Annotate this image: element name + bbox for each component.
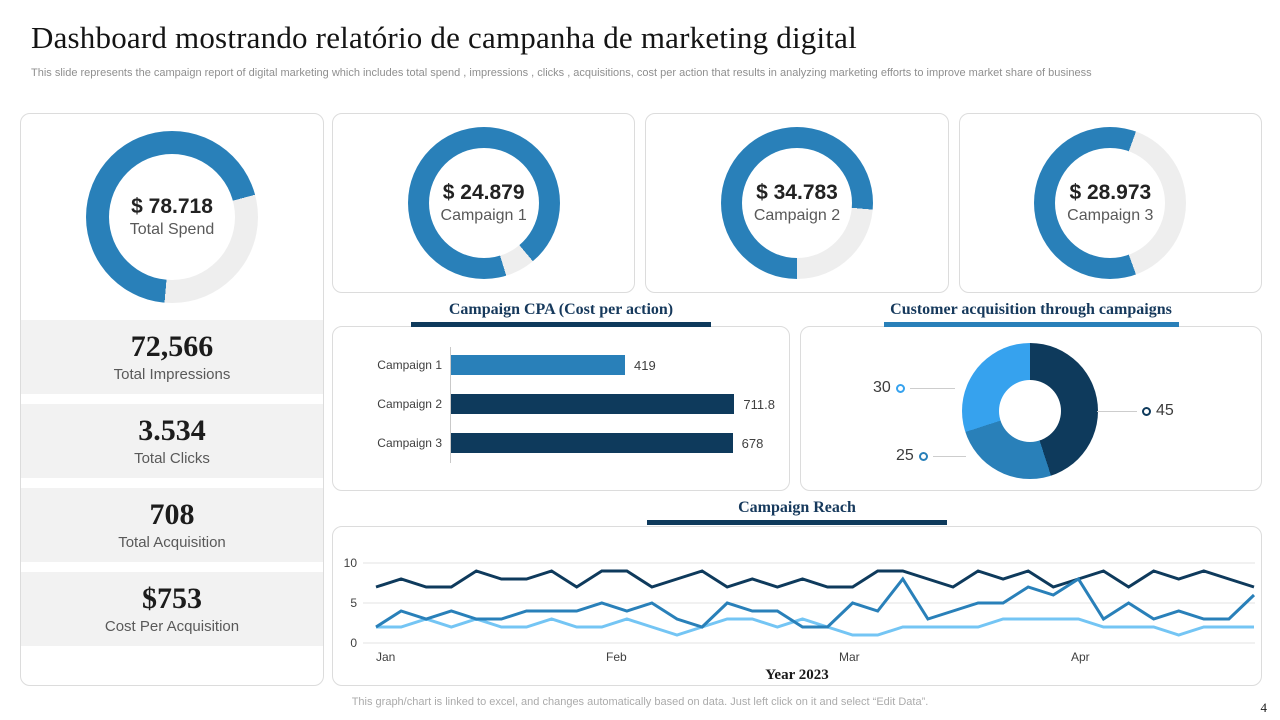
callout-ring-marker [1142,406,1151,416]
reach-series-line [375,576,1256,630]
stat-label: Total Clicks [134,449,210,467]
bar-campaign-3[interactable] [451,433,733,454]
callout-leader-line [1097,410,1137,412]
total-spend-value: $ 78.718 [131,195,213,218]
x-axis-tick: Apr [1071,650,1090,664]
footer-note: This graph/chart is linked to excel, and… [351,696,929,708]
campaign-3-label: Campaign 3 [1067,207,1154,225]
callout-leader-line [909,387,955,389]
callout-value: 25 [896,447,914,465]
page-subtitle: This slide represents the campaign repor… [31,67,1092,79]
cpa-bars: Campaign 1 419 Campaign 2 711.8 Campaign… [343,347,775,464]
cpa-chart-title: Campaign CPA (Cost per action) [448,301,674,319]
stat-value: 708 [149,498,195,532]
reach-title-underline [647,519,947,525]
cpa-bar-chart[interactable]: Campaign 1 419 Campaign 2 711.8 Campaign… [332,326,790,491]
campaign-1-donut-center: $ 24.879 Campaign 1 [428,148,539,259]
campaign-1-card[interactable]: $ 24.879 Campaign 1 [332,113,636,294]
summary-card[interactable]: $ 78.718 Total Spend 72,566 Total Impres… [20,113,324,686]
campaign-3-donut-center: $ 28.973 Campaign 3 [1055,148,1166,259]
stat-row-cpa: $753 Cost Per Acquisition [21,572,323,646]
campaign-2-donut[interactable]: $ 34.783 Campaign 2 [720,127,873,280]
bar-campaign-1[interactable] [451,355,626,376]
campaign-2-donut-center: $ 34.783 Campaign 2 [741,148,852,259]
total-spend-donut[interactable]: $ 78.718 Total Spend [86,131,258,303]
campaign-1-donut[interactable]: $ 24.879 Campaign 1 [407,127,560,280]
stat-row-acquisition: 708 Total Acquisition [21,488,323,562]
callout-ring-marker [918,451,928,461]
bar-category-label: Campaign 2 [377,397,442,412]
reach-section-title: Campaign Reach [332,499,1262,527]
total-spend-donut-center: $ 78.718 Total Spend [109,154,235,280]
total-spend-gauge-area: $ 78.718 Total Spend [21,114,323,320]
cpa-title-underline [411,322,711,328]
campaign-2-card[interactable]: $ 34.783 Campaign 2 [645,113,949,294]
reach-chart-title: Campaign Reach [738,498,856,516]
callout-value: 30 [873,379,891,397]
x-axis-title: Year 2023 [765,667,829,684]
y-axis-tick: 5 [350,596,357,610]
campaign-1-value: $ 24.879 [442,181,525,205]
campaign-1-label: Campaign 1 [440,207,527,225]
reach-series-line [375,569,1255,590]
bar-value-label: 419 [634,357,656,373]
callout-25: 25 [896,447,966,465]
bar-category-label: Campaign 3 [377,436,442,451]
stat-value: 72,566 [130,330,214,364]
y-axis-tick: 10 [344,556,358,570]
slide-header: Dashboard mostrando relatório de campanh… [31,20,1260,79]
callout-leader-line [932,455,966,457]
acquisition-donut[interactable] [962,343,1098,480]
stat-label: Total Impressions [113,365,231,383]
mid-section-titles: Campaign CPA (Cost per action) Customer … [332,301,1262,329]
bar-value-label: 711.8 [743,396,775,412]
bar-category-label: Campaign 1 [377,358,442,373]
stat-row-clicks: 3.534 Total Clicks [21,404,323,478]
callout-value: 45 [1156,402,1174,420]
acquisition-donut-hole [999,380,1061,443]
bar-value-label: 678 [741,435,764,451]
x-axis-tick: Jan [376,650,395,664]
dashboard-area: $ 78.718 Total Spend 72,566 Total Impres… [20,113,1262,687]
callout-30: 30 [873,379,955,397]
reach-line-chart[interactable]: 10 5 0 Jan Feb Mar Apr Year 2023 [332,526,1262,687]
acquisition-chart-title: Customer acquisition through campaigns [890,301,1172,319]
page-title: Dashboard mostrando relatório de campanh… [31,20,857,55]
acquisition-donut-chart[interactable]: 30 25 45 [800,326,1262,491]
campaign-kpi-row: $ 24.879 Campaign 1 $ 34.783 Campaign 2 [332,113,1262,294]
reach-line-chart-canvas[interactable]: 10 5 0 Jan Feb Mar Apr [333,539,1261,667]
callout-45: 45 [1097,402,1174,420]
right-column: $ 24.879 Campaign 1 $ 34.783 Campaign 2 [332,113,1262,687]
campaign-2-value: $ 34.783 [756,181,838,205]
acquisition-title-underline [883,322,1179,328]
bar-row-campaign-3: Campaign 3 678 [343,433,775,454]
callout-ring-marker [895,383,905,393]
total-spend-label: Total Spend [129,221,215,238]
stat-label: Total Acquisition [118,533,226,551]
campaign-3-card[interactable]: $ 28.973 Campaign 3 [958,113,1262,294]
bar-row-campaign-2: Campaign 2 711.8 [343,394,775,415]
x-axis-tick: Feb [606,650,627,664]
mid-charts-row: Campaign 1 419 Campaign 2 711.8 Campaign… [332,326,1262,491]
bar-chart-axis-line [450,347,451,464]
stat-value: $753 [142,582,202,616]
stat-row-impressions: 72,566 Total Impressions [21,320,323,394]
campaign-3-donut[interactable]: $ 28.973 Campaign 3 [1034,127,1187,280]
bar-row-campaign-1: Campaign 1 419 [343,355,775,376]
y-axis-tick: 0 [350,636,357,650]
reach-series-line [376,617,1254,637]
x-axis-tick: Mar [839,650,860,664]
bar-campaign-2[interactable] [451,394,735,415]
stat-label: Cost Per Acquisition [104,617,240,635]
page-number: 4 [1260,700,1268,715]
stat-value: 3.534 [138,414,206,448]
campaign-3-value: $ 28.973 [1069,181,1152,205]
campaign-2-label: Campaign 2 [753,207,841,225]
